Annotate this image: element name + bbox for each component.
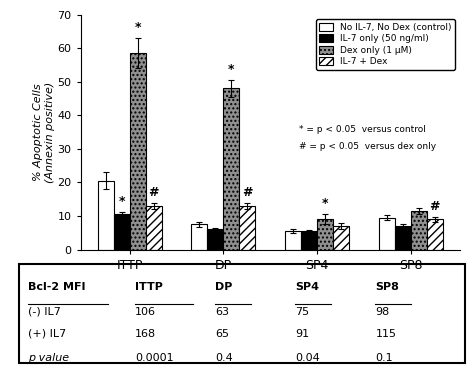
Text: SP4: SP4 (295, 282, 319, 292)
Text: *: * (228, 63, 235, 76)
Bar (146, 206, 162, 250)
Text: 98: 98 (375, 307, 390, 317)
Text: 115: 115 (375, 329, 396, 339)
Bar (395, 226, 410, 250)
Y-axis label: % Apoptotic Cells
(Annexin positive): % Apoptotic Cells (Annexin positive) (33, 81, 55, 183)
Text: * = p < 0.05  versus control: * = p < 0.05 versus control (299, 125, 426, 134)
Text: 0.04: 0.04 (295, 353, 320, 363)
Bar (98, 181, 114, 250)
Text: 63: 63 (215, 307, 229, 317)
Text: ITTP: ITTP (135, 282, 163, 292)
Bar (130, 53, 146, 250)
Bar (285, 231, 301, 250)
Text: (-) IL7: (-) IL7 (28, 307, 61, 317)
Bar (333, 226, 349, 250)
Text: *: * (118, 195, 125, 208)
Legend: No IL-7, No Dex (control), IL-7 only (50 ng/ml), Dex only (1 μM), IL-7 + Dex: No IL-7, No Dex (control), IL-7 only (50… (316, 19, 455, 70)
Text: 91: 91 (295, 329, 310, 339)
Bar (379, 218, 395, 250)
Bar (223, 88, 239, 250)
Text: Bcl-2 MFI: Bcl-2 MFI (28, 282, 85, 292)
Text: SP8: SP8 (375, 282, 399, 292)
Text: 0.1: 0.1 (375, 353, 393, 363)
Text: #: # (148, 186, 159, 199)
Text: 65: 65 (215, 329, 229, 339)
Text: 168: 168 (135, 329, 156, 339)
Text: 75: 75 (295, 307, 310, 317)
Text: 106: 106 (135, 307, 156, 317)
Text: #: # (242, 186, 253, 199)
Bar (239, 206, 255, 250)
Text: 0.0001: 0.0001 (135, 353, 173, 363)
Text: # = p < 0.05  versus dex only: # = p < 0.05 versus dex only (299, 142, 436, 150)
Bar (301, 231, 317, 250)
Bar (317, 219, 333, 250)
Bar (114, 214, 130, 250)
Bar (208, 229, 223, 250)
Text: (+) IL7: (+) IL7 (28, 329, 66, 339)
Bar (427, 219, 443, 250)
Text: p value: p value (28, 353, 69, 363)
Bar (410, 211, 427, 250)
Text: DP: DP (215, 282, 232, 292)
Text: *: * (134, 21, 141, 34)
Bar (191, 224, 208, 250)
Text: 0.4: 0.4 (215, 353, 233, 363)
Text: #: # (429, 200, 440, 213)
Text: *: * (322, 197, 328, 210)
